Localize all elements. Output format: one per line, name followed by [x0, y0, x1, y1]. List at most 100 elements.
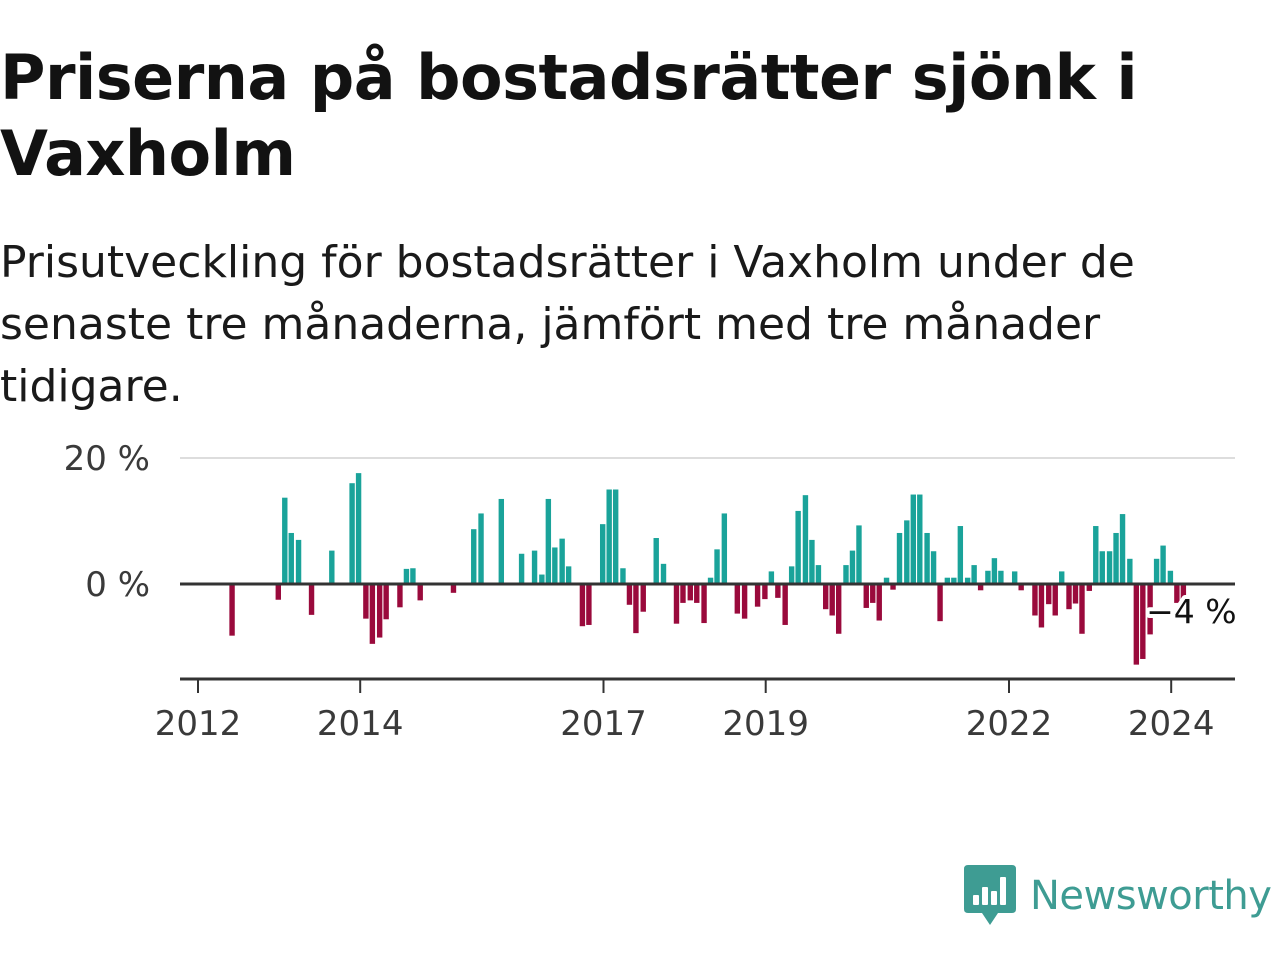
bar-positive — [282, 497, 288, 584]
bar-positive — [410, 568, 416, 584]
bar-positive — [714, 549, 720, 584]
bar-negative — [1147, 584, 1153, 635]
bar-positive — [545, 498, 552, 584]
bar-positive — [883, 577, 890, 584]
bar-positive — [856, 525, 862, 584]
bar-positive — [849, 550, 856, 584]
bar-positive — [518, 553, 525, 584]
bar-negative — [701, 584, 707, 624]
bar-negative — [977, 584, 984, 591]
bar-positive — [606, 489, 612, 584]
y-tick-label: 20 % — [64, 439, 150, 479]
bar-positive — [768, 571, 775, 584]
bar-negative — [417, 584, 423, 601]
bar-negative — [1140, 584, 1146, 659]
latest-value-label: −4 % — [1146, 592, 1237, 631]
bar-negative — [734, 584, 741, 614]
bar-positive — [349, 483, 355, 584]
bar-positive — [403, 568, 410, 584]
bar-positive — [917, 494, 923, 584]
bar-negative — [823, 584, 829, 610]
bar-positive — [998, 570, 1004, 584]
bar-positive — [721, 513, 728, 584]
axis-layer: 2012 2014 2017 2019 2022 2024 — [155, 582, 1235, 744]
y-tick-label: 0 % — [85, 565, 150, 605]
bar-negative — [1018, 584, 1024, 591]
bar-chart: 20 % 0 % 2012 2014 2017 2019 2022 2024 −4 % — [64, 439, 1241, 744]
bar-positive — [1099, 551, 1105, 584]
bar-negative — [741, 584, 748, 619]
bar-negative — [1046, 584, 1052, 605]
bar-positive — [498, 498, 505, 584]
bar-positive — [930, 551, 937, 584]
bar-negative — [229, 584, 235, 636]
bar-negative — [626, 584, 633, 605]
label-layer: −4 % — [1142, 588, 1241, 635]
x-tick-label: 2014 — [317, 704, 404, 744]
bar-positive — [815, 565, 822, 584]
bar-negative — [1052, 584, 1058, 616]
bar-positive — [896, 532, 903, 584]
grid-layer: 20 % 0 % — [64, 439, 1235, 605]
bar-negative — [1038, 584, 1045, 628]
bar-positive — [1167, 570, 1174, 584]
bar-negative — [397, 584, 403, 608]
bar-positive — [910, 494, 916, 584]
bar-negative — [782, 584, 788, 625]
bar-negative — [754, 584, 761, 607]
bar-positive — [991, 558, 998, 584]
bar-positive — [1119, 514, 1126, 584]
bar-positive — [1011, 571, 1018, 584]
bar-positive — [539, 574, 545, 584]
chart-subtitle: Prisutveckling för bostadsrätter i Vaxho… — [0, 237, 1135, 412]
bar-positive — [478, 513, 484, 584]
bar-negative — [870, 584, 876, 603]
bar-negative — [275, 584, 281, 600]
bar-positive — [660, 563, 667, 584]
bar-positive — [295, 539, 302, 584]
bar-negative — [775, 584, 781, 598]
bar-negative — [1133, 584, 1140, 665]
bar-negative — [640, 584, 646, 612]
bar-positive — [904, 520, 910, 584]
bar-negative — [835, 584, 842, 634]
bar-negative — [829, 584, 835, 616]
newsworthy-logo[interactable]: Newsworthy — [964, 864, 1272, 928]
bar-negative — [376, 584, 383, 638]
bar-positive — [924, 532, 930, 584]
bar-positive — [1160, 545, 1166, 584]
x-tick-label: 2022 — [966, 704, 1053, 744]
x-tick-label: 2024 — [1128, 704, 1215, 744]
bar-positive — [329, 550, 335, 584]
bar-negative — [1180, 584, 1187, 610]
x-tick-label: 2012 — [155, 704, 242, 744]
bar-negative — [1066, 584, 1072, 610]
bar-negative — [673, 584, 680, 624]
bar-positive — [957, 526, 964, 584]
bar-positive — [1106, 551, 1113, 584]
bar-positive — [788, 566, 795, 584]
bar-negative — [1079, 584, 1085, 634]
bar-positive — [985, 570, 991, 584]
bar-positive — [471, 529, 477, 584]
bar-positive — [944, 577, 951, 584]
bar-negative — [586, 584, 592, 625]
newsworthy-logo-text: Newsworthy — [1030, 873, 1272, 919]
chart-title: Priserna på bostadsrätter sjönk i Vaxhol… — [0, 41, 1138, 190]
bar-negative — [937, 584, 943, 622]
bar-positive — [971, 565, 977, 584]
bar-negative — [694, 584, 700, 603]
bar-positive — [355, 473, 362, 584]
bar-positive — [288, 532, 294, 584]
bar-positive — [653, 538, 659, 584]
bar-positive — [620, 568, 626, 584]
bar-positive — [565, 566, 572, 584]
bar-negative — [450, 584, 457, 593]
bar-positive — [809, 539, 815, 584]
bar-positive — [1127, 558, 1133, 584]
newsworthy-logo-icon — [964, 865, 1016, 925]
bar-positive — [795, 510, 801, 584]
x-tick-label: 2019 — [722, 704, 809, 744]
bar-negative — [308, 584, 315, 615]
x-tick-label: 2017 — [560, 704, 647, 744]
